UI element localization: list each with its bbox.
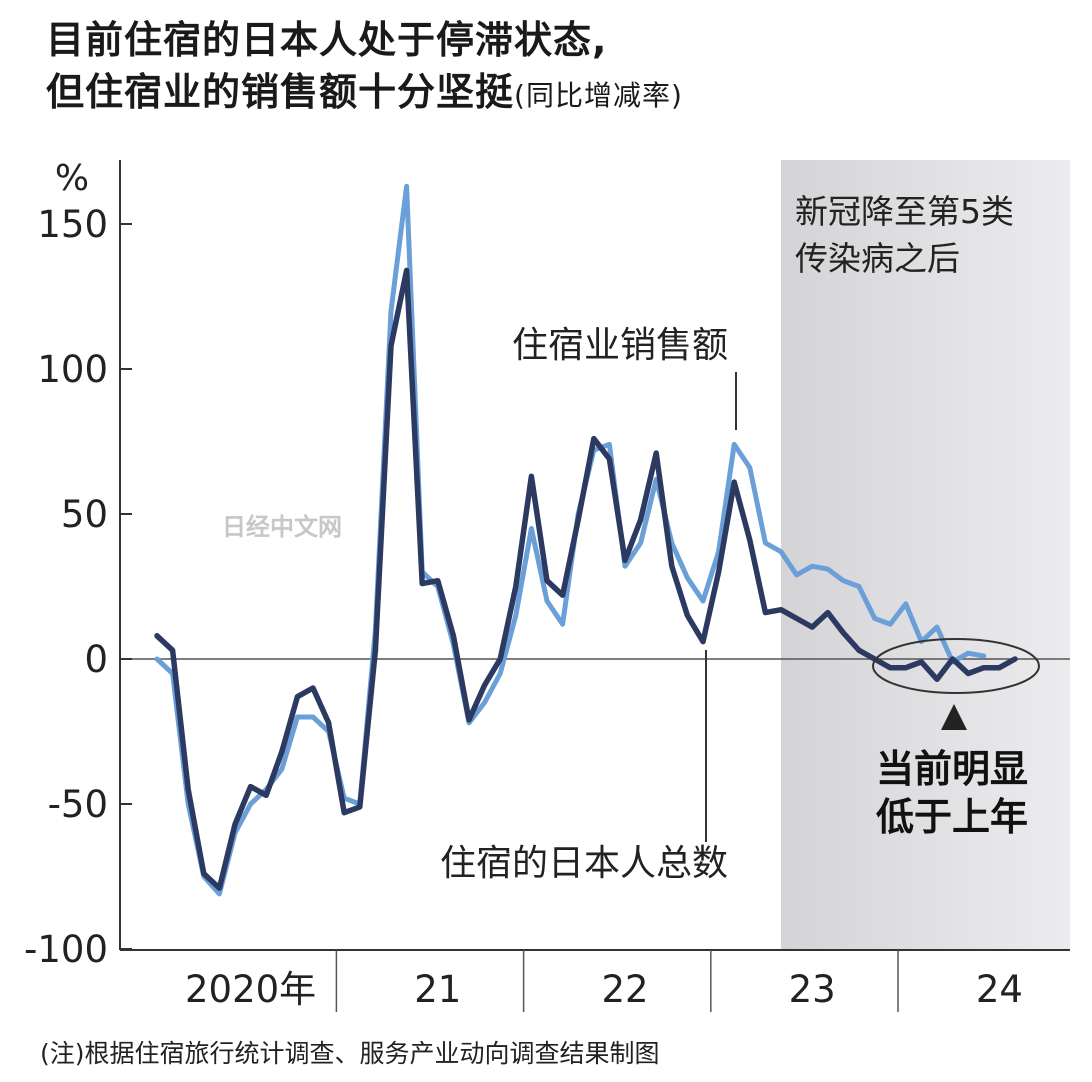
title-subtitle: (同比增减率) <box>514 79 683 112</box>
chart-title: 目前住宿的日本人处于停滞状态, 但住宿业的销售额十分坚挺(同比增减率) <box>46 14 683 122</box>
shaded-region-label-1: 新冠降至第5类 <box>795 192 1014 231</box>
title-line-2-main: 但住宿业的销售额十分坚挺 <box>46 70 515 114</box>
annotation-below-last-year-1: 当前明显 <box>876 747 1028 791</box>
source-note: (注)根据住宿旅行统计调查、服务产业动向调查结果制图 <box>40 1039 660 1068</box>
y-tick-label: 0 <box>84 638 108 681</box>
annotation-below-last-year-2: 低于上年 <box>876 795 1028 839</box>
x-tick-label: 21 <box>414 968 461 1011</box>
x-tick-label: 23 <box>789 968 836 1011</box>
watermark: 日经中文网 <box>222 513 342 541</box>
highlight-ellipse <box>872 638 1040 694</box>
y-tick-label: 50 <box>61 493 108 536</box>
x-tick-label: 22 <box>601 968 648 1011</box>
title-line-1: 目前住宿的日本人处于停滞状态, <box>46 18 608 62</box>
y-tick-label: 100 <box>37 348 108 391</box>
series-line-2 <box>154 267 1018 891</box>
annotation-sales: 住宿业销售额 <box>512 325 728 366</box>
shaded-region-label-2: 传染病之后 <box>795 239 960 278</box>
annotation-guests: 住宿的日本人总数 <box>440 843 728 884</box>
y-tick-label: -50 <box>48 783 108 826</box>
y-axis-unit: % <box>55 158 89 199</box>
title-line-2: 但住宿业的销售额十分坚挺(同比增减率) <box>46 66 683 122</box>
x-tick-label: 2020年 <box>185 968 316 1011</box>
x-tick-label: 24 <box>976 968 1023 1011</box>
y-tick-label: -100 <box>24 928 108 971</box>
arrow-up-icon <box>941 704 967 730</box>
shaded-region <box>781 160 1070 950</box>
y-tick-label: 150 <box>37 203 108 246</box>
